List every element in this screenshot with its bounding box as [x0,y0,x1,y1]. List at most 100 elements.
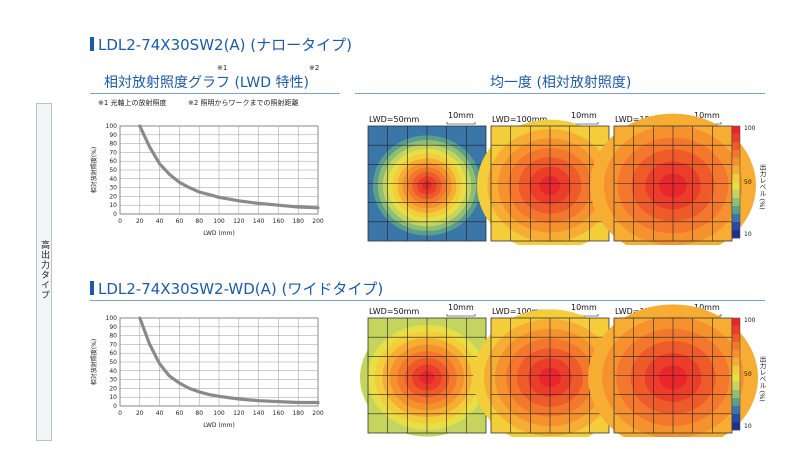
narrow-colorbar-tick: 10 [744,231,752,238]
wide-chart-xtick-label: 140 [253,410,265,417]
wide-colorbar-segment [732,358,740,367]
narrow-scale-label: 10mm [571,111,597,120]
narrow-colorbar-tick: 50 [744,179,752,186]
wide-chart-ytick-label: 50 [109,359,117,366]
wide-colorbar-segment [732,342,740,351]
wide-colorbar-tick: 10 [744,423,752,430]
narrow-chart-ytick-label: 0 [113,211,117,218]
uniformity-maps-narrow: LWD=50mm10mmLWD=100mm10mmLWD=150mm10mm10… [367,111,766,245]
wide-chart-xtick-label: 100 [213,410,225,417]
narrow-chart-xtick-label: 20 [136,218,144,225]
narrow-colorbar-frame [731,125,741,239]
wide-chart-series-line [138,316,320,405]
wide-chart-xtick-label: 0 [118,410,122,417]
wide-colorbar-segment [732,318,740,327]
narrow-chart-xtick-label: 40 [156,218,164,225]
narrow-chart-xtick-label: 80 [195,218,203,225]
wide-chart-xtick-label: 40 [156,410,164,417]
wide-colorbar-segment [732,350,740,359]
narrow-chart-xtick-label: 140 [253,218,265,225]
narrow-colorbar-segment [732,142,740,151]
narrow-colorbar-segment [732,158,740,167]
narrow-scale-label: 10mm [694,111,720,120]
narrow-chart-x-axis-label: LWD (mm) [203,230,235,237]
wide-chart-ytick-label: 0 [113,403,117,410]
wide-chart-xtick-label: 60 [176,410,184,417]
wide-chart-ytick-label: 90 [109,324,117,331]
narrow-chart-ytick-label: 40 [109,176,117,183]
narrow-chart-ytick-label: 10 [109,202,117,209]
heading-mark-2: ※2 [309,64,320,72]
graph-heading: 相対放射照度グラフ (LWD 特性) [104,75,309,91]
narrow-chart-ytick-label: 70 [109,149,117,156]
wide-colorbar-segment [732,326,740,335]
wide-scale-bar [446,314,476,317]
narrow-chart-xtick-label: 60 [176,218,184,225]
narrow-colorbar-segment [732,206,740,215]
uniformity-heading-rule [355,93,765,94]
wide-colorbar-segment [732,422,740,431]
wide-chart-xtick-label: 20 [136,410,144,417]
narrow-chart-ytick-label: 80 [109,141,117,148]
wide-chart-ytick-label: 30 [109,377,117,384]
narrow-chart-xtick-label: 160 [273,218,285,225]
wide-map-label: LWD=100mm [492,307,548,316]
footnote-2: ※2 照明からワークまでの照射距離 [188,99,299,107]
wide-chart-ytick-label: 80 [109,333,117,340]
wide-colorbar-segment [732,366,740,375]
narrow-colorbar-segment [732,230,740,239]
irradiance-chart-narrow: 0 20 40 60 80 100 120 140 160 180 2000102030405060… [90,123,324,237]
narrow-map-label: LWD=50mm [369,115,419,124]
narrow-chart-xtick-label: 0 [118,218,122,225]
narrow-chart-ytick-label: 50 [109,167,117,174]
wide-chart-ytick-label: 20 [109,385,117,392]
sidebar-label: 高出力タイプ [39,240,49,300]
narrow-chart-xtick-label: 120 [233,218,245,225]
wide-chart-x-axis-label: LWD (mm) [203,422,235,429]
graph-heading-rule [90,93,340,94]
wide-colorbar-segment [732,414,740,423]
wide-colorbar-segment [732,334,740,343]
wide-scale-label: 10mm [571,303,597,312]
narrow-chart-xtick-label: 180 [292,218,304,225]
narrow-colorbar-segment [732,174,740,183]
narrow-chart-xtick-label: 200 [312,218,324,225]
narrow-scale-bar [446,122,476,125]
narrow-colorbar-segment [732,166,740,175]
wide-colorbar-tick: 50 [744,371,752,378]
narrow-chart-ytick-label: 20 [109,193,117,200]
narrow-chart-ytick-label: 90 [109,132,117,139]
narrow-colorbar-segment [732,214,740,223]
narrow-colorbar-segment [732,126,740,135]
wide-colorbar-segment [732,382,740,391]
wide-chart-ytick-label: 10 [109,394,117,401]
irradiance-chart-wide: 0 20 40 60 80 100 120 140 160 180 2000102030405060… [90,315,324,429]
uniformity-heading: 均一度 (相対放射照度) [490,75,632,91]
section2-rule [90,300,765,301]
uniformity-maps-wide: LWD=50mm10mmLWD=100mm10mmLWD=150mm10mm10… [360,303,766,437]
narrow-colorbar-segment [732,150,740,159]
wide-chart-xtick-label: 180 [292,410,304,417]
wide-chart-xtick-label: 120 [233,410,245,417]
narrow-colorbar-segment [732,182,740,191]
narrow-chart-series-line [138,124,320,210]
section2-marker [90,281,94,295]
narrow-colorbar-segment [732,222,740,231]
wide-colorbar-segment [732,398,740,407]
narrow-chart-ytick-label: 60 [109,158,117,165]
wide-map-label: LWD=50mm [369,307,419,316]
wide-colorbar-segment [732,406,740,415]
wide-colorbar-tick: 100 [744,317,756,324]
wide-scale-label: 10mm [694,303,720,312]
section1-title: LDL2-74X30SW2(A) (ナロータイプ) [98,36,353,54]
narrow-colorbar-label: 出力レベル (%) [758,163,766,210]
section1-marker [90,37,94,51]
narrow-chart-ytick-label: 30 [109,185,117,192]
wide-chart-xtick-label: 160 [273,410,285,417]
narrow-chart-y-axis-label: 相対放射照度(%) [90,147,98,193]
wide-chart-xtick-label: 200 [312,410,324,417]
wide-colorbar-frame [731,317,741,431]
wide-colorbar-segment [732,374,740,383]
narrow-map-label: LWD=100mm [492,115,548,124]
footnote-1: ※1 光軸上の放射照度 [98,99,167,107]
